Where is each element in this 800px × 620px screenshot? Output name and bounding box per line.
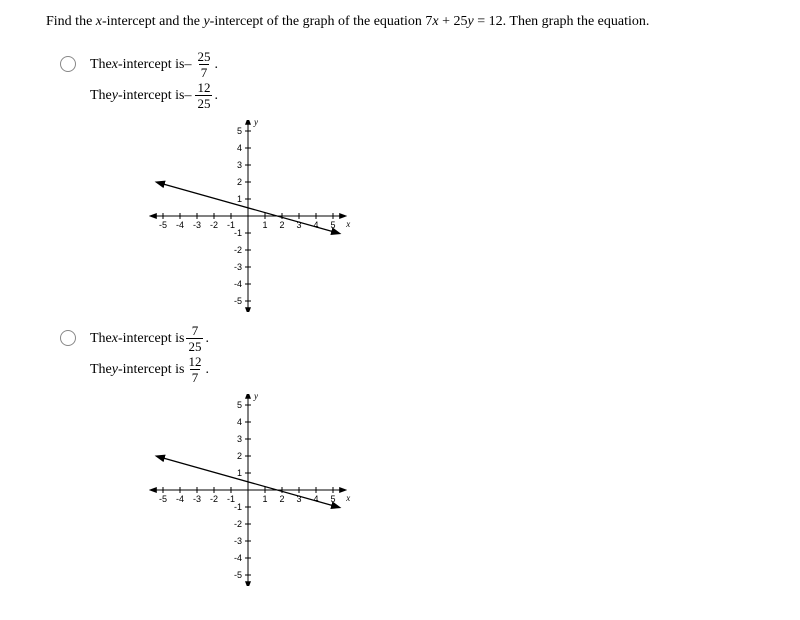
- y-intercept-statement: The y -intercept is 12 7 .: [90, 355, 368, 384]
- svg-text:-1: -1: [234, 228, 242, 238]
- svg-text:3: 3: [237, 434, 242, 444]
- svg-text:x: x: [345, 219, 350, 229]
- text: -intercept is: [118, 331, 184, 347]
- svg-text:4: 4: [313, 220, 318, 230]
- neg-sign: –: [184, 88, 191, 104]
- text: .: [214, 88, 218, 104]
- text: .: [214, 57, 218, 73]
- svg-text:4: 4: [237, 417, 242, 427]
- frac: 7 25: [186, 324, 203, 353]
- text: The: [90, 88, 112, 104]
- fraction: – 25 7: [184, 50, 214, 79]
- svg-text:5: 5: [237, 126, 242, 136]
- numerator: 12: [186, 355, 203, 369]
- question-text: Find the x-intercept and the y-intercept…: [46, 14, 800, 30]
- svg-text:5: 5: [330, 494, 335, 504]
- option-b-graph: -5-5-4-4-3-3-2-2-1-11122334455xy: [128, 394, 368, 586]
- text: -intercept is: [118, 88, 184, 104]
- q-eq: = 12. Then graph the equation.: [474, 14, 650, 29]
- q-part: -intercept and the: [102, 14, 203, 29]
- text: .: [205, 331, 209, 347]
- svg-text:-5: -5: [234, 296, 242, 306]
- fraction: – 12 25: [184, 81, 214, 110]
- svg-text:-3: -3: [193, 494, 201, 504]
- svg-text:-3: -3: [193, 220, 201, 230]
- text: The: [90, 331, 112, 347]
- svg-text:5: 5: [237, 400, 242, 410]
- radio-option-b[interactable]: [60, 330, 76, 346]
- svg-text:-4: -4: [234, 553, 242, 563]
- svg-text:-5: -5: [234, 570, 242, 580]
- denominator: 25: [186, 338, 203, 353]
- numerator: 25: [195, 50, 212, 64]
- frac: 25 7: [195, 50, 212, 79]
- svg-text:-1: -1: [234, 502, 242, 512]
- svg-text:-5: -5: [159, 220, 167, 230]
- text: -intercept is: [118, 57, 184, 73]
- svg-text:2: 2: [237, 451, 242, 461]
- svg-text:-5: -5: [159, 494, 167, 504]
- q-eq: + 25: [439, 14, 468, 29]
- text: The: [90, 362, 112, 378]
- svg-text:-2: -2: [210, 220, 218, 230]
- svg-text:4: 4: [313, 494, 318, 504]
- text: The: [90, 57, 112, 73]
- denominator: 25: [195, 95, 212, 110]
- svg-text:-2: -2: [234, 245, 242, 255]
- q-part: Find the: [46, 14, 96, 29]
- denominator: 7: [199, 64, 210, 79]
- svg-text:-2: -2: [210, 494, 218, 504]
- svg-text:5: 5: [330, 220, 335, 230]
- fraction: 12 7: [184, 355, 205, 384]
- fraction: 7 25: [184, 324, 205, 353]
- option-a-graph: -5-5-4-4-3-3-2-2-1-11122334455xy: [128, 120, 368, 312]
- svg-text:2: 2: [237, 177, 242, 187]
- denominator: 7: [190, 369, 201, 384]
- svg-text:1: 1: [237, 194, 242, 204]
- svg-text:1: 1: [237, 468, 242, 478]
- option-b-content: The x -intercept is 7 25 . The y -interc…: [90, 324, 368, 594]
- numerator: 7: [190, 324, 201, 338]
- text: .: [205, 362, 209, 378]
- text: -intercept is: [118, 362, 184, 378]
- svg-text:-3: -3: [234, 262, 242, 272]
- q-part: -intercept of the graph of the equation: [210, 14, 426, 29]
- svg-text:2: 2: [279, 220, 284, 230]
- svg-text:x: x: [345, 493, 350, 503]
- option-a-content: The x -intercept is – 25 7 . The y -inte…: [90, 50, 368, 320]
- svg-text:2: 2: [279, 494, 284, 504]
- svg-text:3: 3: [237, 160, 242, 170]
- svg-text:-4: -4: [176, 494, 184, 504]
- neg-sign: –: [184, 57, 191, 73]
- option-b: The x -intercept is 7 25 . The y -interc…: [60, 324, 800, 594]
- svg-text:1: 1: [262, 220, 267, 230]
- y-intercept-statement: The y -intercept is – 12 25 .: [90, 81, 368, 110]
- svg-text:-4: -4: [176, 220, 184, 230]
- x-intercept-statement: The x -intercept is – 25 7 .: [90, 50, 368, 79]
- numerator: 12: [195, 81, 212, 95]
- option-a: The x -intercept is – 25 7 . The y -inte…: [60, 50, 800, 320]
- frac: 12 7: [186, 355, 203, 384]
- svg-text:4: 4: [237, 143, 242, 153]
- svg-text:-2: -2: [234, 519, 242, 529]
- frac: 12 25: [195, 81, 212, 110]
- svg-text:y: y: [253, 394, 258, 401]
- radio-option-a[interactable]: [60, 56, 76, 72]
- svg-text:-3: -3: [234, 536, 242, 546]
- svg-text:1: 1: [262, 494, 267, 504]
- svg-text:-4: -4: [234, 279, 242, 289]
- svg-text:y: y: [253, 120, 258, 127]
- x-intercept-statement: The x -intercept is 7 25 .: [90, 324, 368, 353]
